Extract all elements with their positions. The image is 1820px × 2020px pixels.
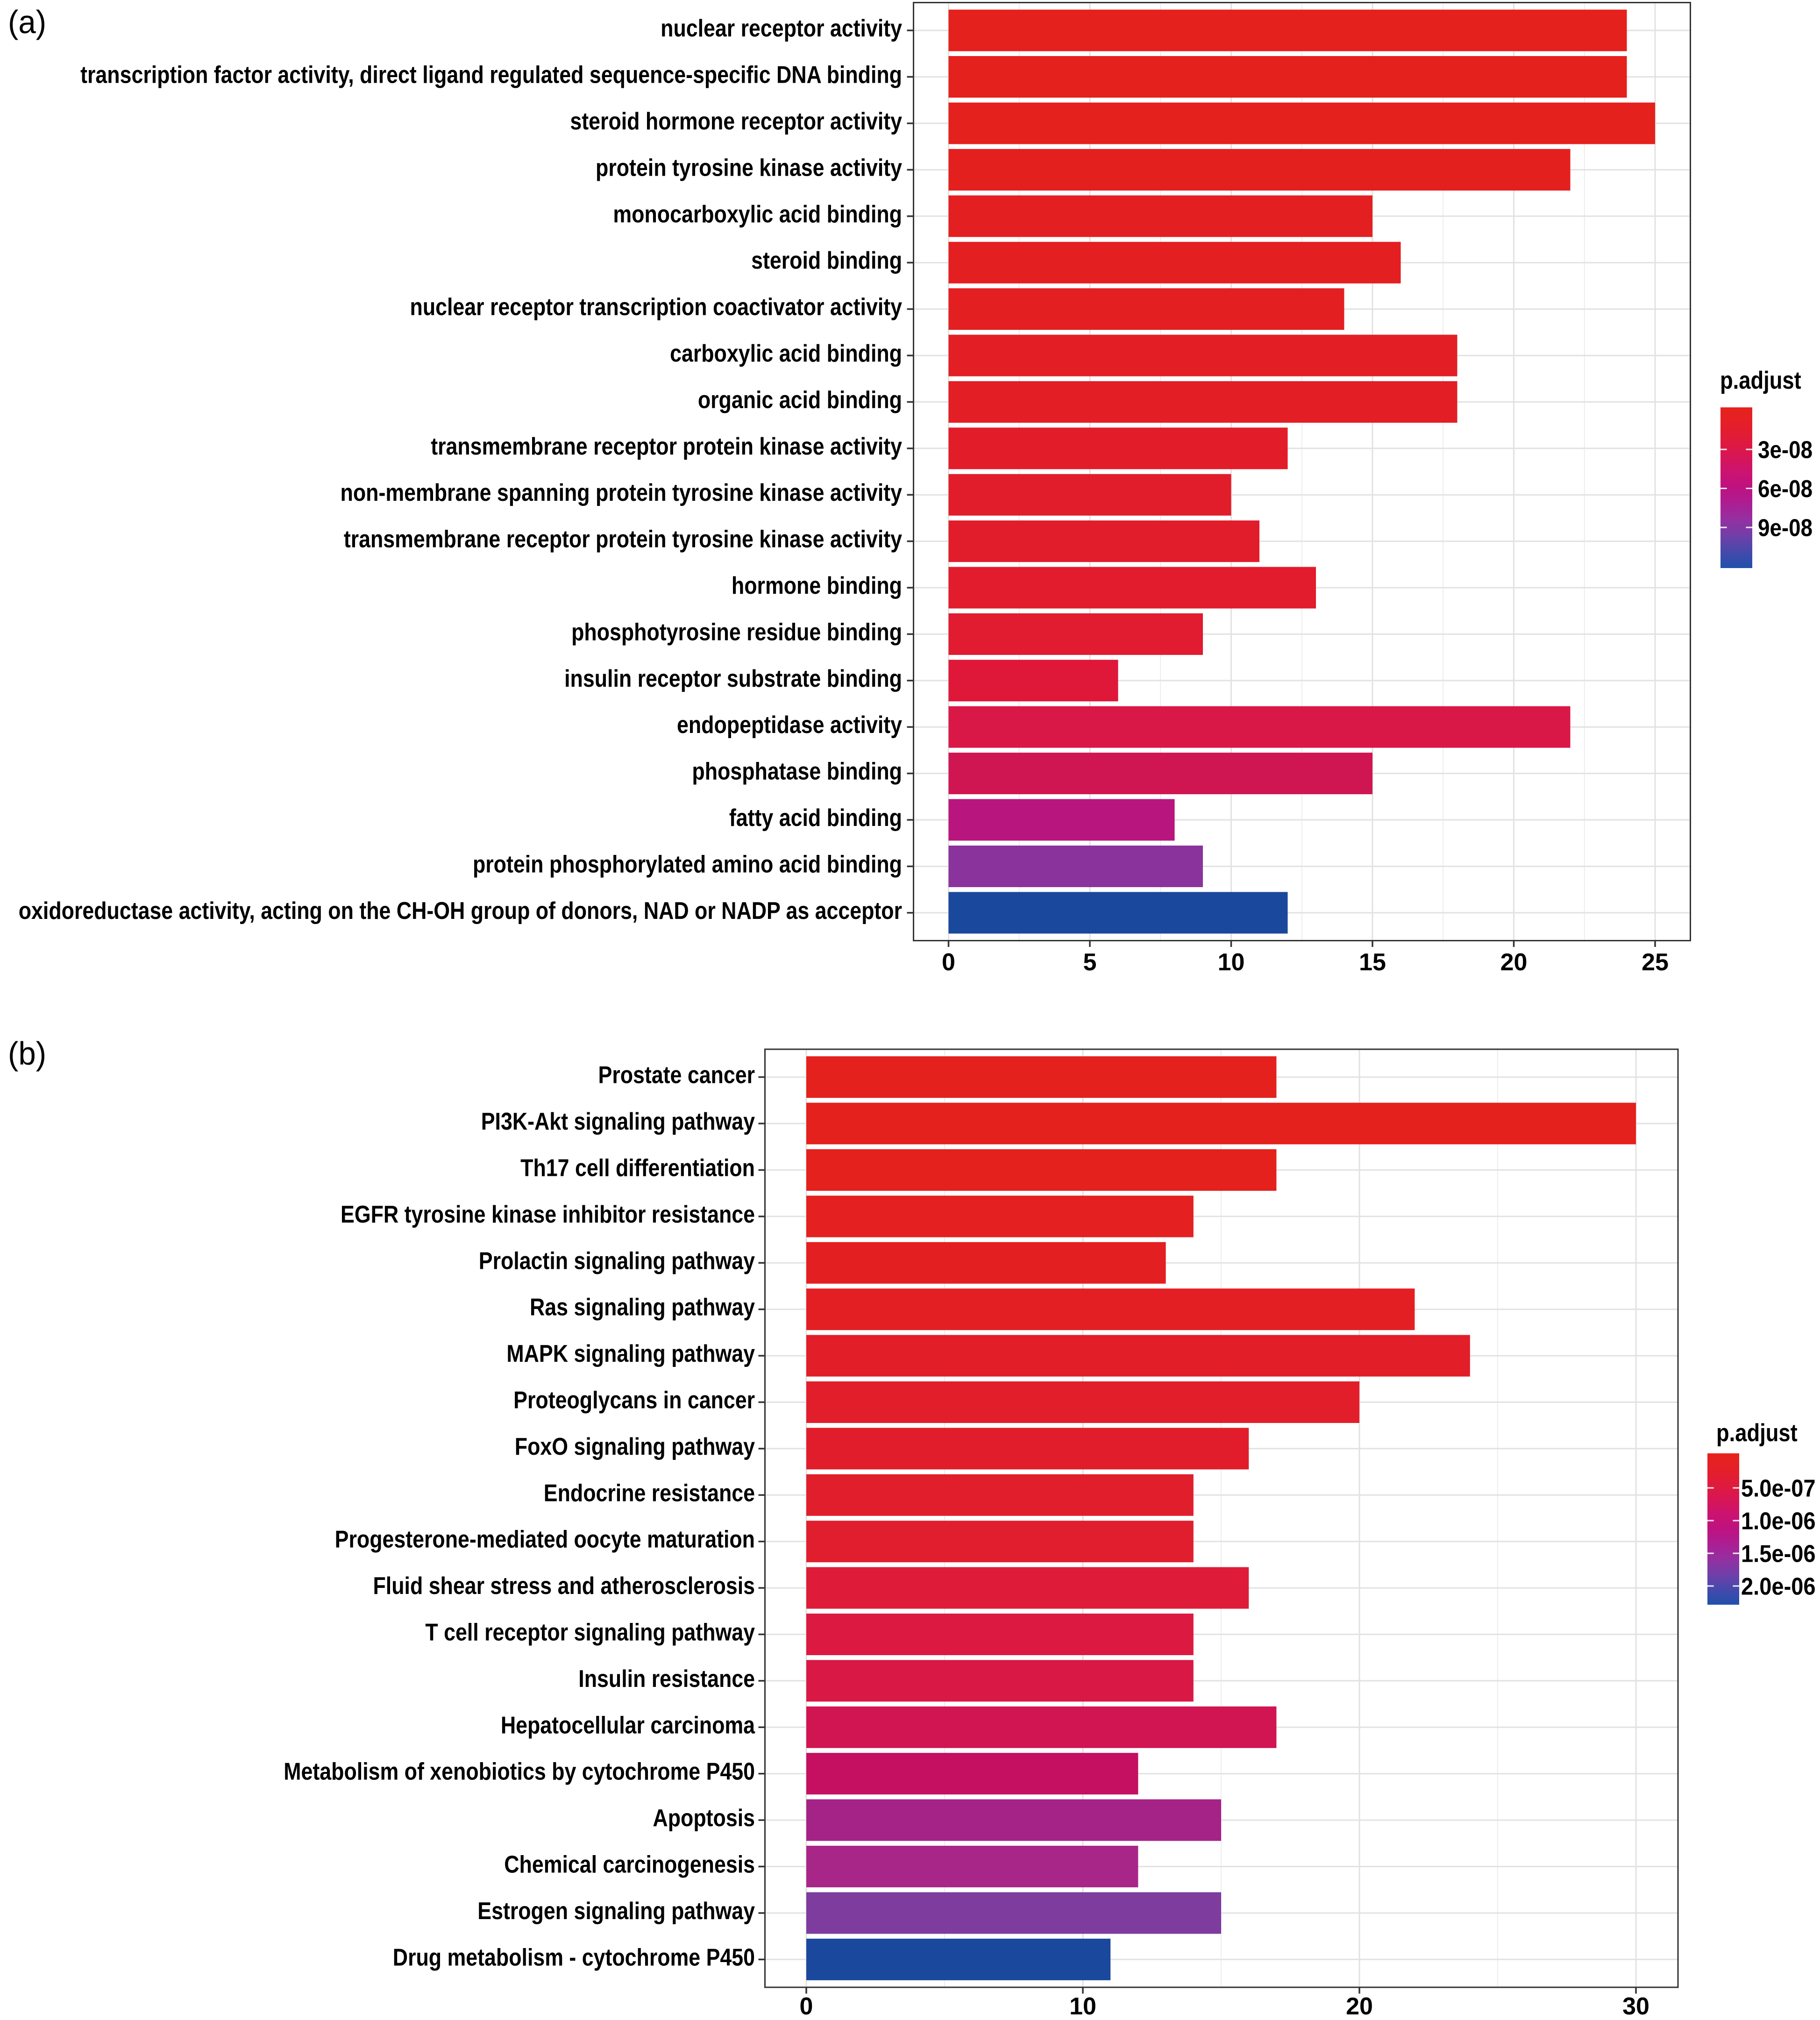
svg-text:Th17 cell differentiation: Th17 cell differentiation [520,1154,755,1181]
svg-text:0: 0 [942,949,955,976]
svg-text:PI3K-Akt signaling pathway: PI3K-Akt signaling pathway [481,1108,755,1135]
svg-text:steroid binding: steroid binding [751,247,902,274]
svg-text:phosphatase binding: phosphatase binding [692,758,902,785]
svg-text:monocarboxylic acid binding: monocarboxylic acid binding [613,201,902,228]
svg-text:oxidoreductase activity, actin: oxidoreductase activity, acting on the C… [19,897,902,925]
svg-text:endopeptidase activity: endopeptidase activity [677,711,902,739]
svg-text:9e-08: 9e-08 [1758,515,1813,541]
svg-text:Metabolism of xenobiotics by c: Metabolism of xenobiotics by cytochrome … [284,1758,755,1785]
svg-text:nuclear receptor activity: nuclear receptor activity [661,15,902,42]
svg-text:nuclear receptor transcription: nuclear receptor transcription coactivat… [410,293,903,320]
svg-text:non-membrane spanning protein: non-membrane spanning protein tyrosine k… [341,479,902,506]
svg-text:25: 25 [1642,949,1669,976]
svg-text:Prostate cancer: Prostate cancer [598,1061,755,1088]
svg-text:Prolactin signaling pathway: Prolactin signaling pathway [479,1247,755,1274]
svg-text:0: 0 [800,1993,813,2020]
svg-text:FoxO signaling pathway: FoxO signaling pathway [515,1433,755,1460]
svg-text:protein phosphorylated amino a: protein phosphorylated amino acid bindin… [473,851,902,878]
svg-text:5.0e-07: 5.0e-07 [1741,1474,1816,1502]
svg-text:organic acid binding: organic acid binding [698,386,902,413]
svg-text:Fluid shear stress and atheros: Fluid shear stress and atherosclerosis [373,1572,755,1600]
svg-text:Insulin resistance: Insulin resistance [578,1665,755,1693]
svg-text:transcription factor activity,: transcription factor activity, direct li… [80,61,902,88]
svg-text:20: 20 [1500,949,1528,976]
svg-text:Estrogen signaling pathway: Estrogen signaling pathway [477,1898,755,1925]
svg-text:T cell receptor signaling path: T cell receptor signaling pathway [425,1619,755,1646]
svg-text:6e-08: 6e-08 [1758,476,1813,502]
svg-text:1.0e-06: 1.0e-06 [1741,1507,1816,1535]
svg-text:Proteoglycans in cancer: Proteoglycans in cancer [513,1387,755,1414]
svg-text:2.0e-06: 2.0e-06 [1741,1572,1816,1600]
svg-text:MAPK signaling pathway: MAPK signaling pathway [506,1340,755,1367]
svg-text:transmembrane receptor protein: transmembrane receptor protein kinase ac… [431,433,902,460]
svg-text:Hepatocellular carcinoma: Hepatocellular carcinoma [501,1712,755,1739]
svg-text:30: 30 [1622,1993,1649,2020]
svg-text:20: 20 [1346,1993,1373,2020]
svg-text:hormone binding: hormone binding [732,572,902,599]
svg-text:p.adjust: p.adjust [1720,367,1801,394]
svg-text:(b): (b) [8,1035,46,1072]
svg-text:15: 15 [1359,949,1386,976]
svg-text:10: 10 [1069,1993,1096,2020]
svg-text:transmembrane receptor protein: transmembrane receptor protein tyrosine … [344,526,902,553]
svg-text:protein tyrosine kinase activi: protein tyrosine kinase activity [596,154,902,181]
svg-text:Ras signaling pathway: Ras signaling pathway [530,1294,755,1321]
svg-text:Chemical carcinogenesis: Chemical carcinogenesis [504,1851,755,1878]
svg-text:10: 10 [1218,949,1245,976]
svg-text:Drug metabolism - cytochrome P: Drug metabolism - cytochrome P450 [393,1944,755,1971]
svg-text:3e-08: 3e-08 [1758,437,1813,463]
svg-text:5: 5 [1083,949,1097,976]
svg-text:p.adjust: p.adjust [1716,1419,1798,1447]
svg-text:carboxylic acid binding: carboxylic acid binding [670,340,902,367]
svg-text:EGFR tyrosine kinase inhibitor: EGFR tyrosine kinase inhibitor resistanc… [341,1201,755,1228]
svg-text:fatty acid binding: fatty acid binding [729,804,902,832]
svg-text:phosphotyrosine residue bindin: phosphotyrosine residue binding [571,619,902,646]
svg-text:(a): (a) [8,4,46,41]
svg-text:steroid hormone receptor activ: steroid hormone receptor activity [570,108,902,135]
svg-text:Endocrine resistance: Endocrine resistance [544,1479,755,1507]
svg-text:insulin receptor substrate bin: insulin receptor substrate binding [564,665,902,692]
svg-text:Apoptosis: Apoptosis [653,1805,755,1832]
svg-text:1.5e-06: 1.5e-06 [1741,1540,1816,1567]
svg-text:Progesterone-mediated oocyte m: Progesterone-mediated oocyte maturation [335,1526,755,1553]
